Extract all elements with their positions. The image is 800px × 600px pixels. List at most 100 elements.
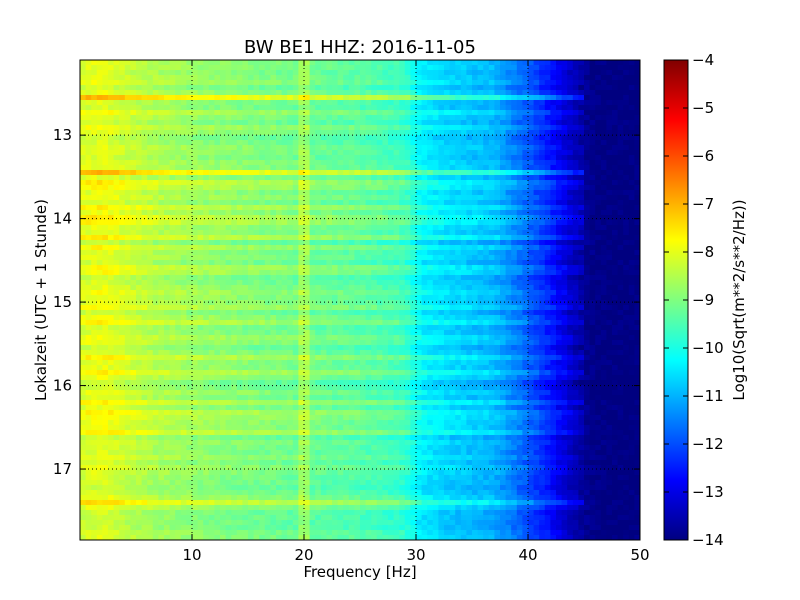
heatmap-cell xyxy=(119,125,126,131)
heatmap-cell xyxy=(186,255,193,261)
heatmap-cell xyxy=(287,105,294,111)
heatmap-cell xyxy=(102,80,109,86)
heatmap-cell xyxy=(494,65,501,71)
heatmap-cell xyxy=(354,85,361,91)
heatmap-cell xyxy=(505,235,512,241)
heatmap-cell xyxy=(483,155,490,161)
heatmap-cell xyxy=(304,75,311,81)
heatmap-cell xyxy=(360,70,367,76)
heatmap-cell xyxy=(203,290,210,296)
heatmap-cell xyxy=(505,265,512,271)
heatmap-cell xyxy=(505,110,512,116)
heatmap-cell xyxy=(432,280,439,286)
heatmap-cell xyxy=(270,270,277,276)
heatmap-cell xyxy=(516,120,523,126)
heatmap-cell xyxy=(399,300,406,306)
heatmap-cell xyxy=(371,215,378,221)
heatmap-cell xyxy=(332,215,339,221)
heatmap-cell xyxy=(466,110,473,116)
heatmap-cell xyxy=(292,120,299,126)
heatmap-cell xyxy=(354,125,361,131)
heatmap-cell xyxy=(572,235,579,241)
heatmap-cell xyxy=(393,285,400,291)
heatmap-cell xyxy=(539,300,546,306)
heatmap-cell xyxy=(600,60,607,66)
heatmap-cell xyxy=(141,205,148,211)
heatmap-cell xyxy=(236,170,243,176)
heatmap-cell xyxy=(108,80,115,86)
heatmap-cell xyxy=(595,225,602,231)
heatmap-cell xyxy=(248,220,255,226)
heatmap-cell xyxy=(231,115,238,121)
heatmap-cell xyxy=(180,140,187,146)
heatmap-cell xyxy=(606,60,613,66)
heatmap-cell xyxy=(466,150,473,156)
heatmap-cell xyxy=(516,130,523,136)
heatmap-cell xyxy=(231,135,238,141)
heatmap-cell xyxy=(281,290,288,296)
heatmap-cell xyxy=(427,265,434,271)
heatmap-cell xyxy=(320,290,327,296)
heatmap-cell xyxy=(572,305,579,311)
heatmap-cell xyxy=(309,120,316,126)
heatmap-cell xyxy=(488,90,495,96)
heatmap-cell xyxy=(360,115,367,121)
heatmap-cell xyxy=(326,245,333,251)
heatmap-cell xyxy=(119,230,126,236)
heatmap-cell xyxy=(522,80,529,86)
heatmap-cell xyxy=(186,300,193,306)
heatmap-cell xyxy=(259,130,266,136)
heatmap-cell xyxy=(315,95,322,101)
heatmap-cell xyxy=(410,125,417,131)
heatmap-cell xyxy=(259,205,266,211)
heatmap-cell xyxy=(231,125,238,131)
heatmap-cell xyxy=(511,105,518,111)
heatmap-cell xyxy=(466,125,473,131)
heatmap-cell xyxy=(376,180,383,186)
heatmap-cell xyxy=(628,90,635,96)
heatmap-cell xyxy=(544,285,551,291)
heatmap-cell xyxy=(511,115,518,121)
heatmap-cell xyxy=(158,215,165,221)
heatmap-cell xyxy=(612,115,619,121)
heatmap-cell xyxy=(180,205,187,211)
heatmap-cell xyxy=(572,145,579,151)
heatmap-cell xyxy=(130,245,137,251)
heatmap-cell xyxy=(539,280,546,286)
heatmap-cell xyxy=(320,180,327,186)
heatmap-cell xyxy=(455,205,462,211)
heatmap-cell xyxy=(544,305,551,311)
heatmap-cell xyxy=(522,225,529,231)
heatmap-cell xyxy=(365,230,372,236)
heatmap-cell xyxy=(539,80,546,86)
heatmap-cell xyxy=(225,190,232,196)
heatmap-cell xyxy=(147,160,154,166)
heatmap-cell xyxy=(102,185,109,191)
heatmap-cell xyxy=(522,60,529,66)
heatmap-cell xyxy=(606,110,613,116)
heatmap-cell xyxy=(444,215,451,221)
heatmap-cell xyxy=(315,150,322,156)
heatmap-cell xyxy=(455,300,462,306)
heatmap-cell xyxy=(578,250,585,256)
heatmap-cell xyxy=(528,270,535,276)
heatmap-cell xyxy=(544,265,551,271)
heatmap-cell xyxy=(141,270,148,276)
heatmap-cell xyxy=(483,200,490,206)
heatmap-cell xyxy=(376,160,383,166)
heatmap-cell xyxy=(494,185,501,191)
heatmap-cell xyxy=(164,190,171,196)
heatmap-cell xyxy=(253,245,260,251)
heatmap-cell xyxy=(483,195,490,201)
heatmap-cell xyxy=(304,195,311,201)
heatmap-cell xyxy=(432,170,439,176)
heatmap-cell xyxy=(270,240,277,246)
heatmap-cell xyxy=(634,270,640,276)
heatmap-cell xyxy=(578,80,585,86)
heatmap-cell xyxy=(455,260,462,266)
heatmap-cell xyxy=(404,225,411,231)
heatmap-cell xyxy=(410,265,417,271)
heatmap-cell xyxy=(539,285,546,291)
heatmap-cell xyxy=(130,240,137,246)
heatmap-cell xyxy=(488,125,495,131)
